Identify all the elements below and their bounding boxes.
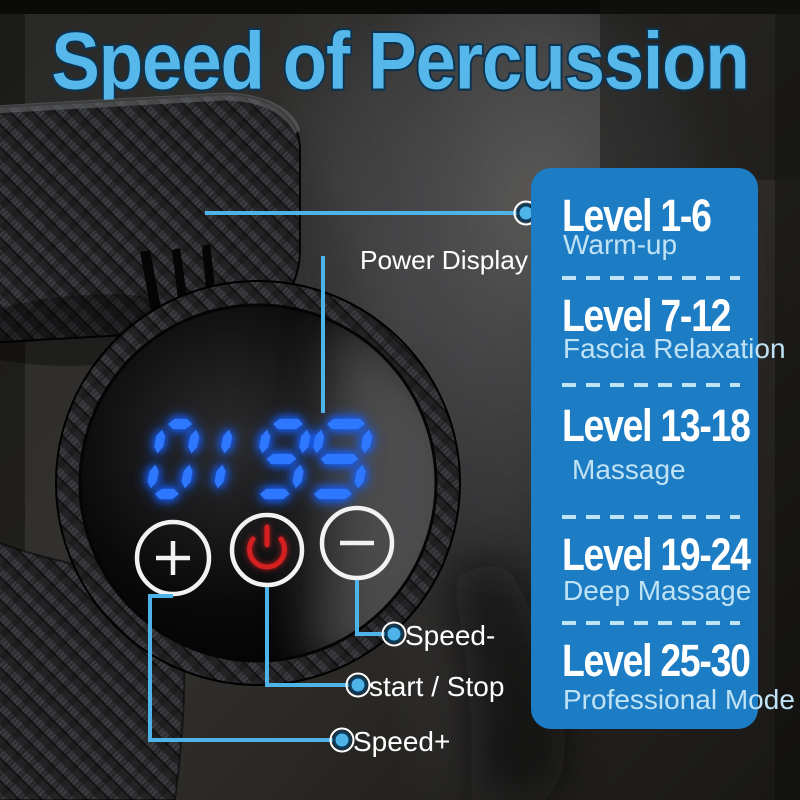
svg-text:Level 25-30: Level 25-30 [562,636,750,686]
svg-text:Professional Mode: Professional Mode [563,684,795,715]
svg-text:Warm-up: Warm-up [563,229,677,260]
svg-text:Level 13-18: Level 13-18 [562,401,750,451]
svg-text:Fascia Relaxation: Fascia Relaxation [563,333,786,364]
svg-text:Speed-: Speed- [405,620,495,651]
svg-text:Massage: Massage [572,454,686,485]
svg-text:Level 19-24: Level 19-24 [562,530,751,580]
svg-text:Deep Massage: Deep Massage [563,575,751,606]
svg-text:Speed+: Speed+ [353,726,450,757]
svg-text:Power Display: Power Display [360,245,528,275]
svg-text:start / Stop: start / Stop [369,671,504,702]
